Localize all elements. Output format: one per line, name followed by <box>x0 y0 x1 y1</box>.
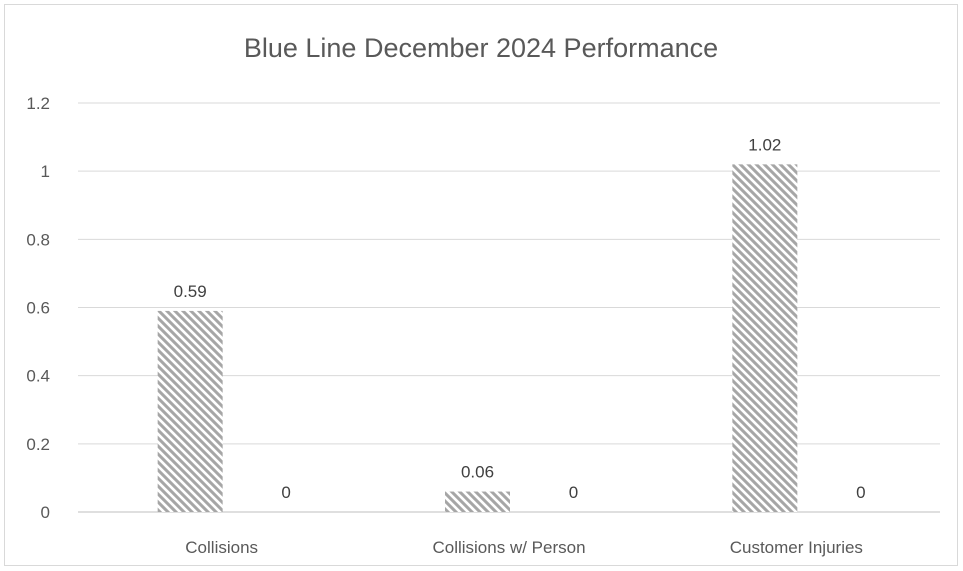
y-tick-label: 1 <box>41 162 50 181</box>
bar <box>732 164 798 512</box>
data-label: 0.59 <box>174 282 207 301</box>
bar <box>445 491 510 512</box>
x-category-label: Collisions w/ Person <box>432 538 585 557</box>
data-labels: 0.59 0 0.06 0 1.02 0 <box>174 135 866 502</box>
x-axis-category-labels: Collisions Collisions w/ Person Customer I… <box>185 538 863 557</box>
bars <box>157 164 798 512</box>
y-tick-label: 1.2 <box>26 94 50 113</box>
y-tick-label: 0.4 <box>26 367 50 386</box>
y-tick-label: 0.8 <box>26 230 50 249</box>
data-label: 0 <box>569 483 578 502</box>
x-category-label: Collisions <box>185 538 258 557</box>
bar <box>157 310 223 512</box>
data-label: 1.02 <box>748 135 781 154</box>
data-label: 0 <box>281 483 290 502</box>
y-axis-tick-labels: 0 0.2 0.4 0.6 0.8 1 1.2 <box>26 94 50 522</box>
data-label: 0.06 <box>461 463 494 482</box>
chart-title: Blue Line December 2024 Performance <box>244 33 718 63</box>
y-tick-label: 0 <box>41 503 50 522</box>
data-label: 0 <box>856 483 865 502</box>
y-tick-label: 0.2 <box>26 435 50 454</box>
x-category-label: Customer Injuries <box>730 538 863 557</box>
y-tick-label: 0.6 <box>26 299 50 318</box>
